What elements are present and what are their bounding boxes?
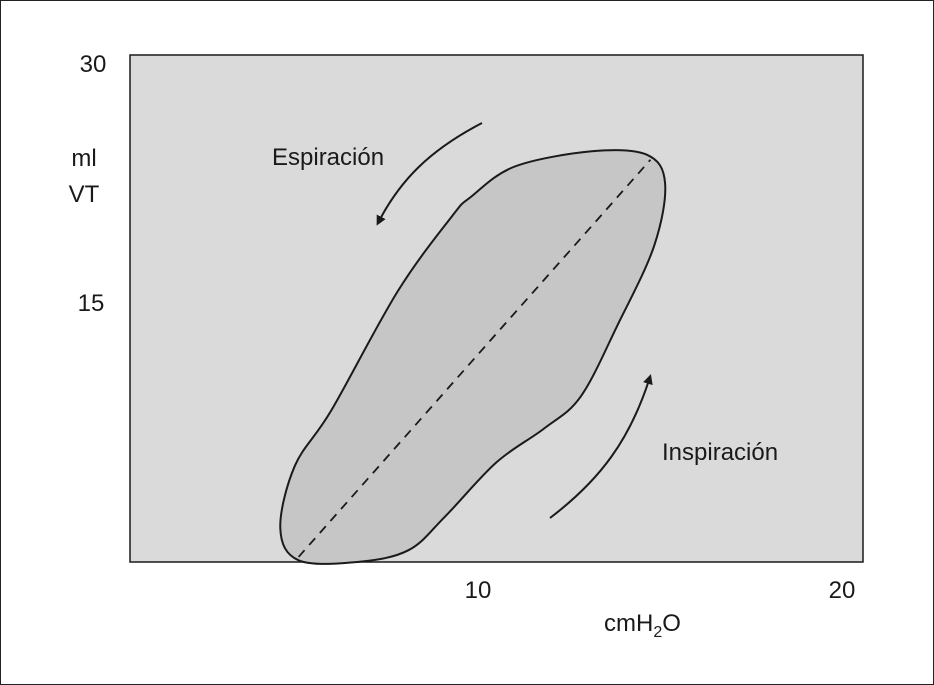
pressure-volume-loop <box>279 149 667 565</box>
x-axis-label-base: cmH <box>604 610 653 637</box>
y-tick-label-15: 15 <box>78 290 105 317</box>
annotation-espiracion: Espiración <box>272 144 384 171</box>
x-tick-label-20: 20 <box>829 577 856 604</box>
annotation-inspiracion: Inspiración <box>662 439 778 466</box>
x-axis-label-subscript: 2 <box>653 624 662 641</box>
y-tick-label-30: 30 <box>80 51 107 78</box>
x-tick-label-10: 10 <box>465 577 492 604</box>
y-axis-label-vt: VT <box>69 181 100 208</box>
x-axis-label: cmH2O <box>604 610 681 641</box>
espiracion-arrow <box>376 122 483 226</box>
y-axis-label-ml: ml <box>71 145 96 172</box>
compliance-dashed-line <box>297 159 652 558</box>
x-axis-label-tail: O <box>662 610 681 637</box>
inspiracion-arrow <box>549 374 653 519</box>
